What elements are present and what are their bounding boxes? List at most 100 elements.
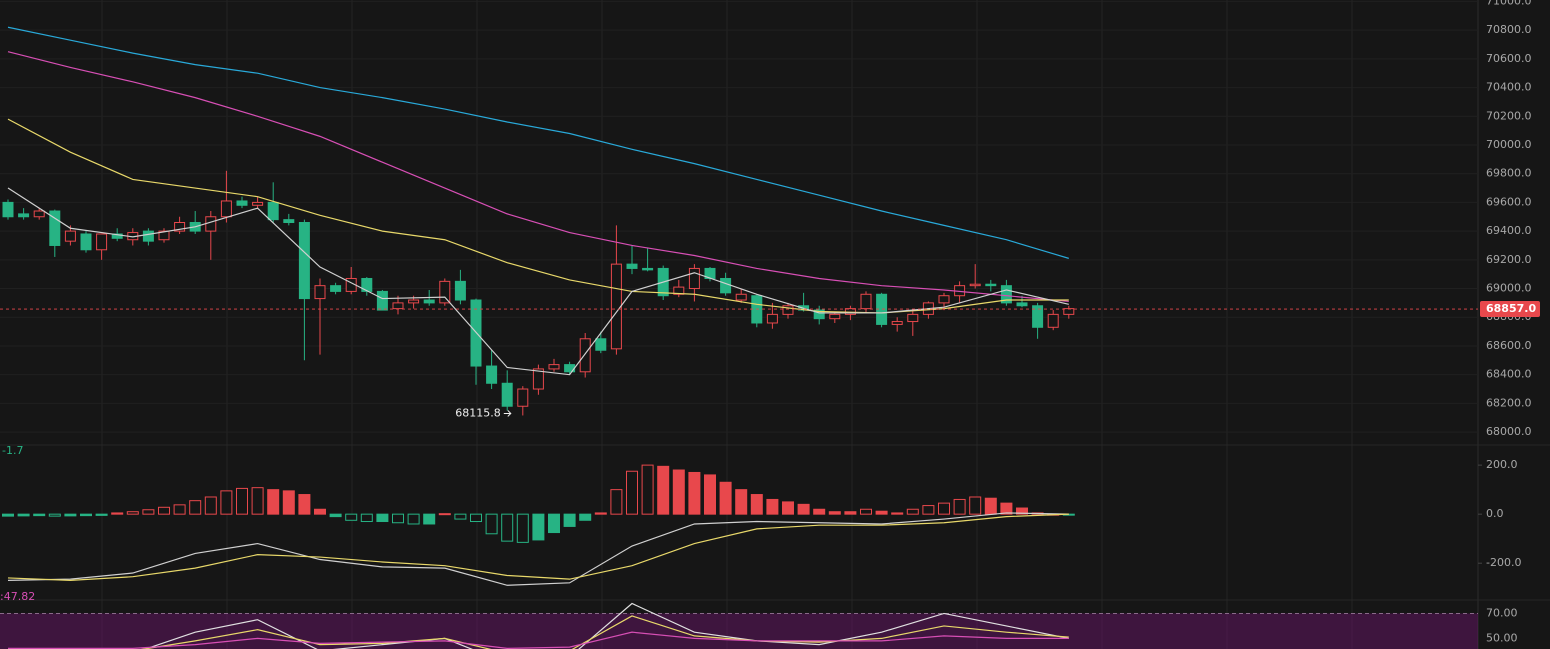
macd-histogram-bar <box>828 511 841 515</box>
macd-histogram-bar <box>345 513 358 521</box>
macd-histogram-bar <box>906 508 919 515</box>
macd-histogram-bar <box>704 474 716 515</box>
macd-histogram-bar <box>126 511 139 515</box>
candle-body <box>735 293 747 301</box>
macd-histogram-bar <box>860 508 872 515</box>
candle-body <box>969 283 981 287</box>
y-tick-label: 68200.0 <box>1486 396 1532 409</box>
macd-histogram-bar <box>875 510 888 515</box>
macd-histogram-bar <box>95 513 108 516</box>
candle-body <box>142 230 154 242</box>
macd-histogram-bar <box>657 465 670 515</box>
macd-histogram-bar <box>314 508 326 515</box>
macd-value: -1.7 <box>2 444 23 457</box>
macd-histogram-bar <box>423 513 436 525</box>
macd-histogram-bar <box>236 487 248 515</box>
candle-body <box>314 285 326 300</box>
low-marker-label: 68115.8 <box>455 406 501 419</box>
indicator-line <box>7 513 1069 581</box>
macd-histogram-bar <box>33 513 46 517</box>
candle-body <box>252 201 264 206</box>
candle-body <box>532 368 544 390</box>
y-tick-label: -200.0 <box>1486 556 1521 569</box>
candle-body <box>49 210 61 246</box>
time-grid <box>101 0 1353 649</box>
macd-histogram-bar <box>298 494 311 515</box>
macd-histogram-bar <box>392 513 404 524</box>
macd-histogram-bar <box>579 513 592 521</box>
candle-body <box>205 216 217 232</box>
candle-body <box>80 233 92 251</box>
rsi-value: :47.82 <box>0 590 35 603</box>
macd-histogram-bar <box>969 496 982 515</box>
indicator-line <box>7 187 1069 376</box>
y-tick-label: 70200.0 <box>1486 109 1532 122</box>
macd-histogram-bar <box>17 513 30 517</box>
macd-histogram-bar <box>158 506 170 515</box>
candle-body <box>1032 305 1044 328</box>
macd-histogram-bar <box>813 508 826 515</box>
candle-body <box>1047 313 1059 328</box>
macd-histogram-bar <box>470 513 482 523</box>
macd-histogram-bar <box>438 513 451 516</box>
candle-body <box>688 267 700 290</box>
macd-histogram-bar <box>938 502 950 515</box>
macd-histogram-bar <box>922 505 935 515</box>
macd-histogram-bar <box>891 512 904 515</box>
macd-histogram-bar <box>267 489 280 515</box>
macd-histogram-bar <box>735 489 748 515</box>
y-tick-label: 69200.0 <box>1486 253 1532 266</box>
macd-histogram-bar <box>251 487 264 515</box>
candle-body <box>517 388 529 407</box>
macd-histogram-bar <box>984 497 997 515</box>
macd-histogram-bar <box>844 511 857 515</box>
macd-histogram-bar <box>485 513 498 535</box>
candle-body <box>938 295 950 304</box>
macd-histogram-bar <box>1000 502 1013 515</box>
candle-body <box>392 302 404 310</box>
candle-body <box>579 338 591 373</box>
candle-body <box>236 200 248 206</box>
y-tick-label: 70400.0 <box>1486 81 1532 94</box>
macd-histogram-bar <box>360 513 373 523</box>
macd-histogram-bar <box>329 513 342 518</box>
candle-body <box>454 280 466 301</box>
macd-histogram-bar <box>797 503 810 515</box>
candle-body <box>96 233 108 251</box>
candle-body <box>610 263 622 350</box>
candle-body <box>985 283 997 287</box>
candle-body <box>626 263 638 269</box>
indicator-line <box>8 631 1069 649</box>
indicator-line <box>7 26 1069 259</box>
candle-body <box>860 293 872 310</box>
y-tick-label: 69400.0 <box>1486 224 1532 237</box>
macd-histogram-bar <box>766 498 779 515</box>
macd-histogram-bar <box>407 513 420 525</box>
candle-body <box>829 313 841 320</box>
candle-body <box>1063 308 1075 315</box>
y-tick-label: 0.0 <box>1486 507 1504 520</box>
macd-histogram-bar <box>641 464 654 515</box>
y-tick-label: 70800.0 <box>1486 23 1532 36</box>
candle-body <box>298 222 310 300</box>
candle-body <box>220 200 232 218</box>
macd-histogram-bar <box>1016 507 1028 515</box>
candle-body <box>1000 285 1012 304</box>
macd-histogram-bar <box>376 513 389 523</box>
candle-body <box>330 285 342 292</box>
indicator-line <box>143 602 1069 649</box>
macd-histogram-bar <box>173 504 186 515</box>
y-tick-label: 70600.0 <box>1486 52 1532 65</box>
macd-histogram-bar <box>672 469 685 515</box>
macd-histogram-bar <box>594 512 607 515</box>
candle-body <box>907 313 919 323</box>
low-marker-arrow <box>503 410 512 417</box>
pane <box>0 0 1478 433</box>
candle-body <box>844 308 856 315</box>
y-tick-label: 50.00 <box>1486 631 1518 644</box>
macd-histogram-bar <box>548 513 560 534</box>
candle-body <box>548 364 560 370</box>
macd-histogram-bar <box>516 513 529 543</box>
candle-body <box>267 201 279 221</box>
